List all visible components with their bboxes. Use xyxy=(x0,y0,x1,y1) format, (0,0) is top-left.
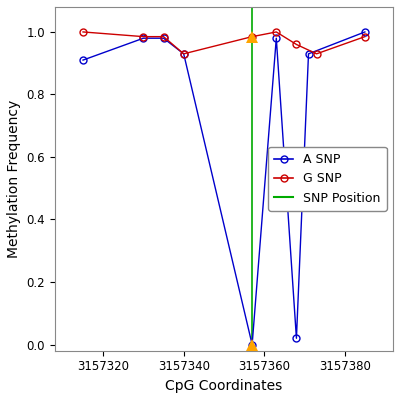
X-axis label: CpG Coordinates: CpG Coordinates xyxy=(165,379,282,393)
Y-axis label: Methylation Frequency: Methylation Frequency xyxy=(7,100,21,258)
Legend: A SNP, G SNP, SNP Position: A SNP, G SNP, SNP Position xyxy=(268,147,387,211)
